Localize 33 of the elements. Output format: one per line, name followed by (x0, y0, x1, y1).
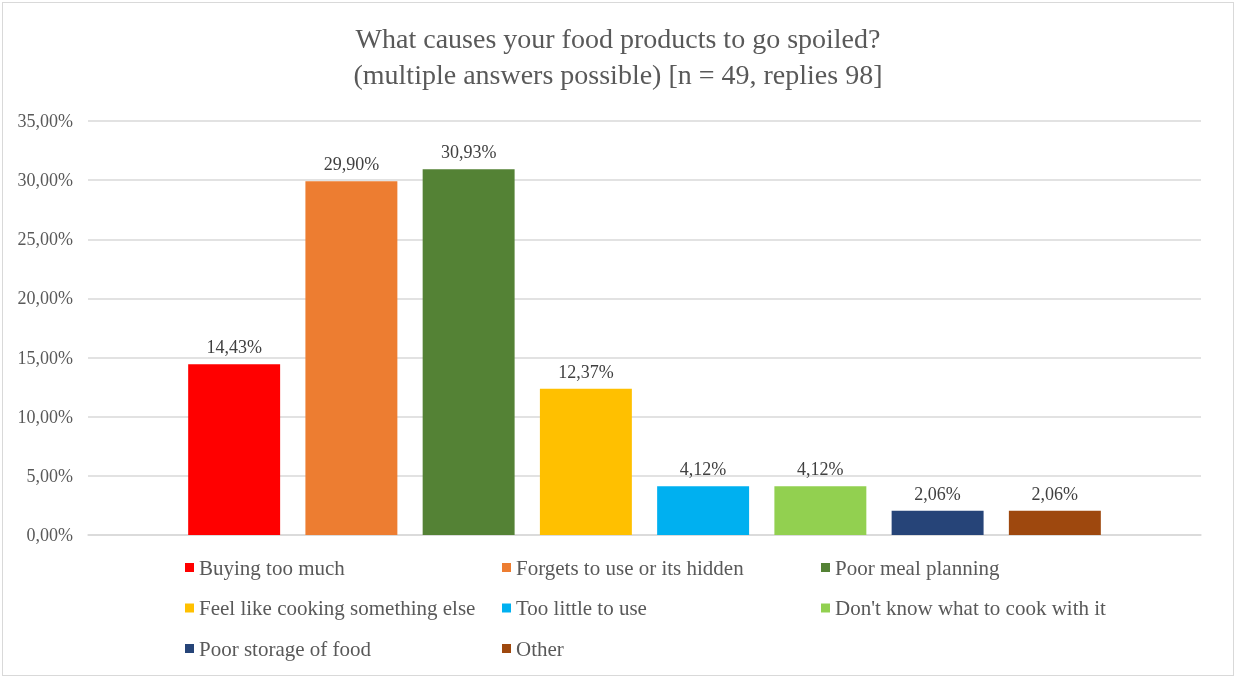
data-label: 30,93% (440, 142, 497, 163)
bar (305, 181, 398, 535)
y-tick-label: 10,00% (17, 406, 73, 427)
bar (422, 169, 515, 535)
legend-label: Forgets to use or its hidden (516, 555, 745, 580)
legend-label: Buying too much (199, 555, 346, 580)
data-label: 2,06% (1031, 483, 1079, 504)
legend-label: Too little to use (516, 596, 647, 620)
bar (891, 510, 984, 535)
y-tick-label: 35,00% (17, 111, 73, 131)
bar (774, 486, 867, 535)
chart-title: What causes your food products to go spoiled? (multiple answers possible) [n = 49, replies 98] (353, 22, 883, 90)
data-label: 14,43% (206, 337, 262, 358)
bar (188, 364, 281, 535)
legend-label: Don't know what to cook with it (835, 596, 1107, 620)
legend-label: Poor storage of food (199, 636, 372, 661)
y-tick-label: 5,00% (26, 465, 73, 486)
data-label: 4,12% (679, 459, 727, 480)
legend-label: Other (516, 636, 564, 661)
bar (539, 388, 632, 535)
bar (657, 486, 750, 535)
y-tick-label: 30,00% (17, 170, 73, 191)
y-tick-label: 20,00% (17, 288, 73, 309)
data-label: 4,12% (797, 459, 844, 480)
y-tick-label: 25,00% (17, 229, 73, 250)
bar (1008, 510, 1101, 535)
y-tick-label: 0,00% (26, 525, 73, 545)
legend-label: Feel like cooking something else (199, 596, 476, 620)
data-label: 2,06% (914, 483, 961, 504)
data-label: 12,37% (558, 361, 614, 382)
data-label: 29,90% (323, 154, 380, 175)
legend-label: Poor meal planning (835, 555, 1000, 580)
y-tick-label: 15,00% (17, 347, 73, 368)
